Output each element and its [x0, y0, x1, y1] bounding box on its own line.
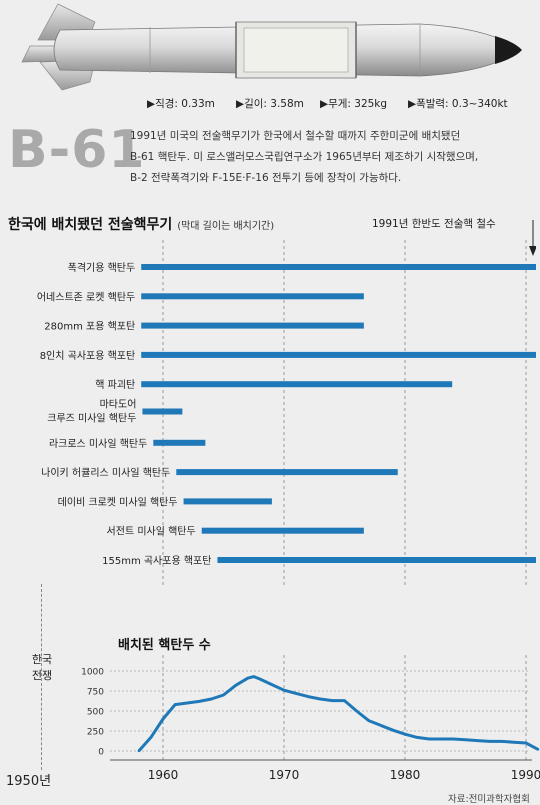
data-point [222, 693, 225, 697]
deployment-bar [141, 293, 364, 300]
deployment-bar [141, 264, 536, 270]
data-point [294, 692, 298, 695]
deployment-bar [176, 469, 398, 476]
data-point [198, 700, 201, 703]
description-line: B-2 전략폭격기와 F-15E·F-16 전투기 등에 장착이 가능하다. [130, 172, 402, 184]
data-point [210, 697, 213, 701]
data-point [512, 741, 516, 744]
deployment-bar [141, 322, 364, 329]
bar-label: 폭격기용 핵탄두 [68, 261, 136, 274]
deployment-bar [217, 557, 536, 563]
b61-bomb-illustration [21, 3, 522, 91]
year-1950-label: 1950년 [6, 774, 52, 789]
data-point [161, 717, 165, 721]
description-line: B-61 핵탄두. 미 로스앨러모스국립연구소가 1965년부터 제조하기 시작… [130, 151, 479, 163]
deployment-bar [201, 527, 364, 534]
data-point [282, 689, 286, 692]
data-point [428, 737, 431, 741]
bar-label: 280mm 포용 핵포탄 [44, 321, 135, 333]
data-point [524, 741, 528, 745]
data-point [488, 740, 491, 743]
bar-label: 155mm 곡사포용 핵포탄 [102, 555, 211, 567]
data-point [476, 739, 479, 742]
section-subtitle: (막대 길이는 배치기간) [177, 221, 275, 232]
spec-length: ▶길이: 3.58m [236, 98, 304, 110]
y-tick-label: 500 [87, 708, 104, 718]
data-point [500, 740, 503, 743]
y-tick-label: 750 [87, 688, 104, 698]
deployment-bar [141, 351, 536, 358]
data-point [258, 677, 261, 681]
spec-weight: ▶무게: 325kg [320, 98, 388, 110]
bar-label: 크루즈 미사일 핵탄두 [47, 413, 136, 425]
data-point [331, 699, 334, 702]
data-point [252, 675, 255, 678]
data-point [270, 683, 274, 686]
data-point [173, 703, 177, 706]
spec-yield: ▶폭발력: 0.3~340kt [408, 98, 508, 110]
data-point [319, 697, 322, 701]
data-point [391, 729, 395, 732]
y-tick-label: 250 [87, 728, 104, 738]
deployment-bar [183, 498, 272, 505]
warheads-chart-title: 배치된 핵탄두 수 [118, 638, 211, 653]
data-point [234, 684, 237, 687]
description-line: 1991년 미국의 전술핵무기가 한국에서 철수할 때까지 주한미군에 배치됐던 [130, 130, 461, 142]
data-point [440, 737, 443, 741]
bar-label: 마타도어 [100, 399, 137, 411]
bar-label: 어네스트존 로켓 핵탄두 [37, 291, 135, 303]
section-title: 한국에 배치됐던 전술핵무기 (막대 길이는 배치기간) [8, 214, 274, 234]
data-point [355, 709, 358, 713]
data-point [464, 738, 467, 741]
data-point [149, 736, 153, 739]
deployed-warheads-chart: 0 250 500 750 1000 1960 1970 1980 1990 [81, 655, 540, 782]
data-point [367, 719, 370, 722]
korean-war-label: 한국 전쟁 [31, 653, 53, 682]
withdrawal-note: 1991년 한반도 전술핵 철수 [372, 218, 496, 230]
down-arrow-icon [529, 220, 536, 256]
bar-label: 나이키 허큘리스 미사일 핵탄두 [41, 467, 170, 479]
data-point [307, 695, 310, 698]
x-tick-label: 1980 [390, 768, 421, 782]
data-point [186, 701, 189, 705]
deployment-bar [142, 408, 183, 415]
x-tick-label: 1970 [269, 768, 300, 782]
y-tick-label: 0 [98, 748, 104, 758]
data-point [415, 736, 419, 739]
description: 1991년 미국의 전술핵무기가 한국에서 철수할 때까지 주한미군에 배치됐던… [130, 126, 478, 189]
korean-war-line [41, 584, 42, 770]
bomb-title: B-61 [8, 120, 146, 180]
deployment-bar [153, 439, 206, 446]
data-point [403, 733, 407, 736]
data-point [536, 748, 540, 751]
x-tick-label: 1960 [148, 768, 179, 782]
data-point [343, 699, 346, 702]
data-point [137, 749, 140, 753]
bar-label: 데이비 크로켓 미사일 핵탄두 [58, 496, 178, 508]
bar-label: 8인치 곡사포용 핵포탄 [40, 350, 136, 362]
data-point [452, 737, 455, 741]
bar-label: 핵 파괴탄 [95, 379, 135, 391]
section-title-text: 한국에 배치됐던 전술핵무기 [8, 217, 173, 233]
bar-label: 서전트 미사일 핵탄두 [107, 526, 196, 538]
data-point [379, 724, 382, 727]
spec-diameter: ▶직경: 0.33m [147, 98, 215, 110]
y-tick-label: 1000 [81, 668, 104, 678]
bar-label: 라크로스 미사일 핵탄두 [49, 438, 147, 450]
data-point [246, 677, 249, 680]
deployment-bar [141, 381, 453, 388]
source-credit: 자료:전미과학자협회 [448, 794, 530, 805]
x-tick-label: 1990 [511, 768, 540, 782]
